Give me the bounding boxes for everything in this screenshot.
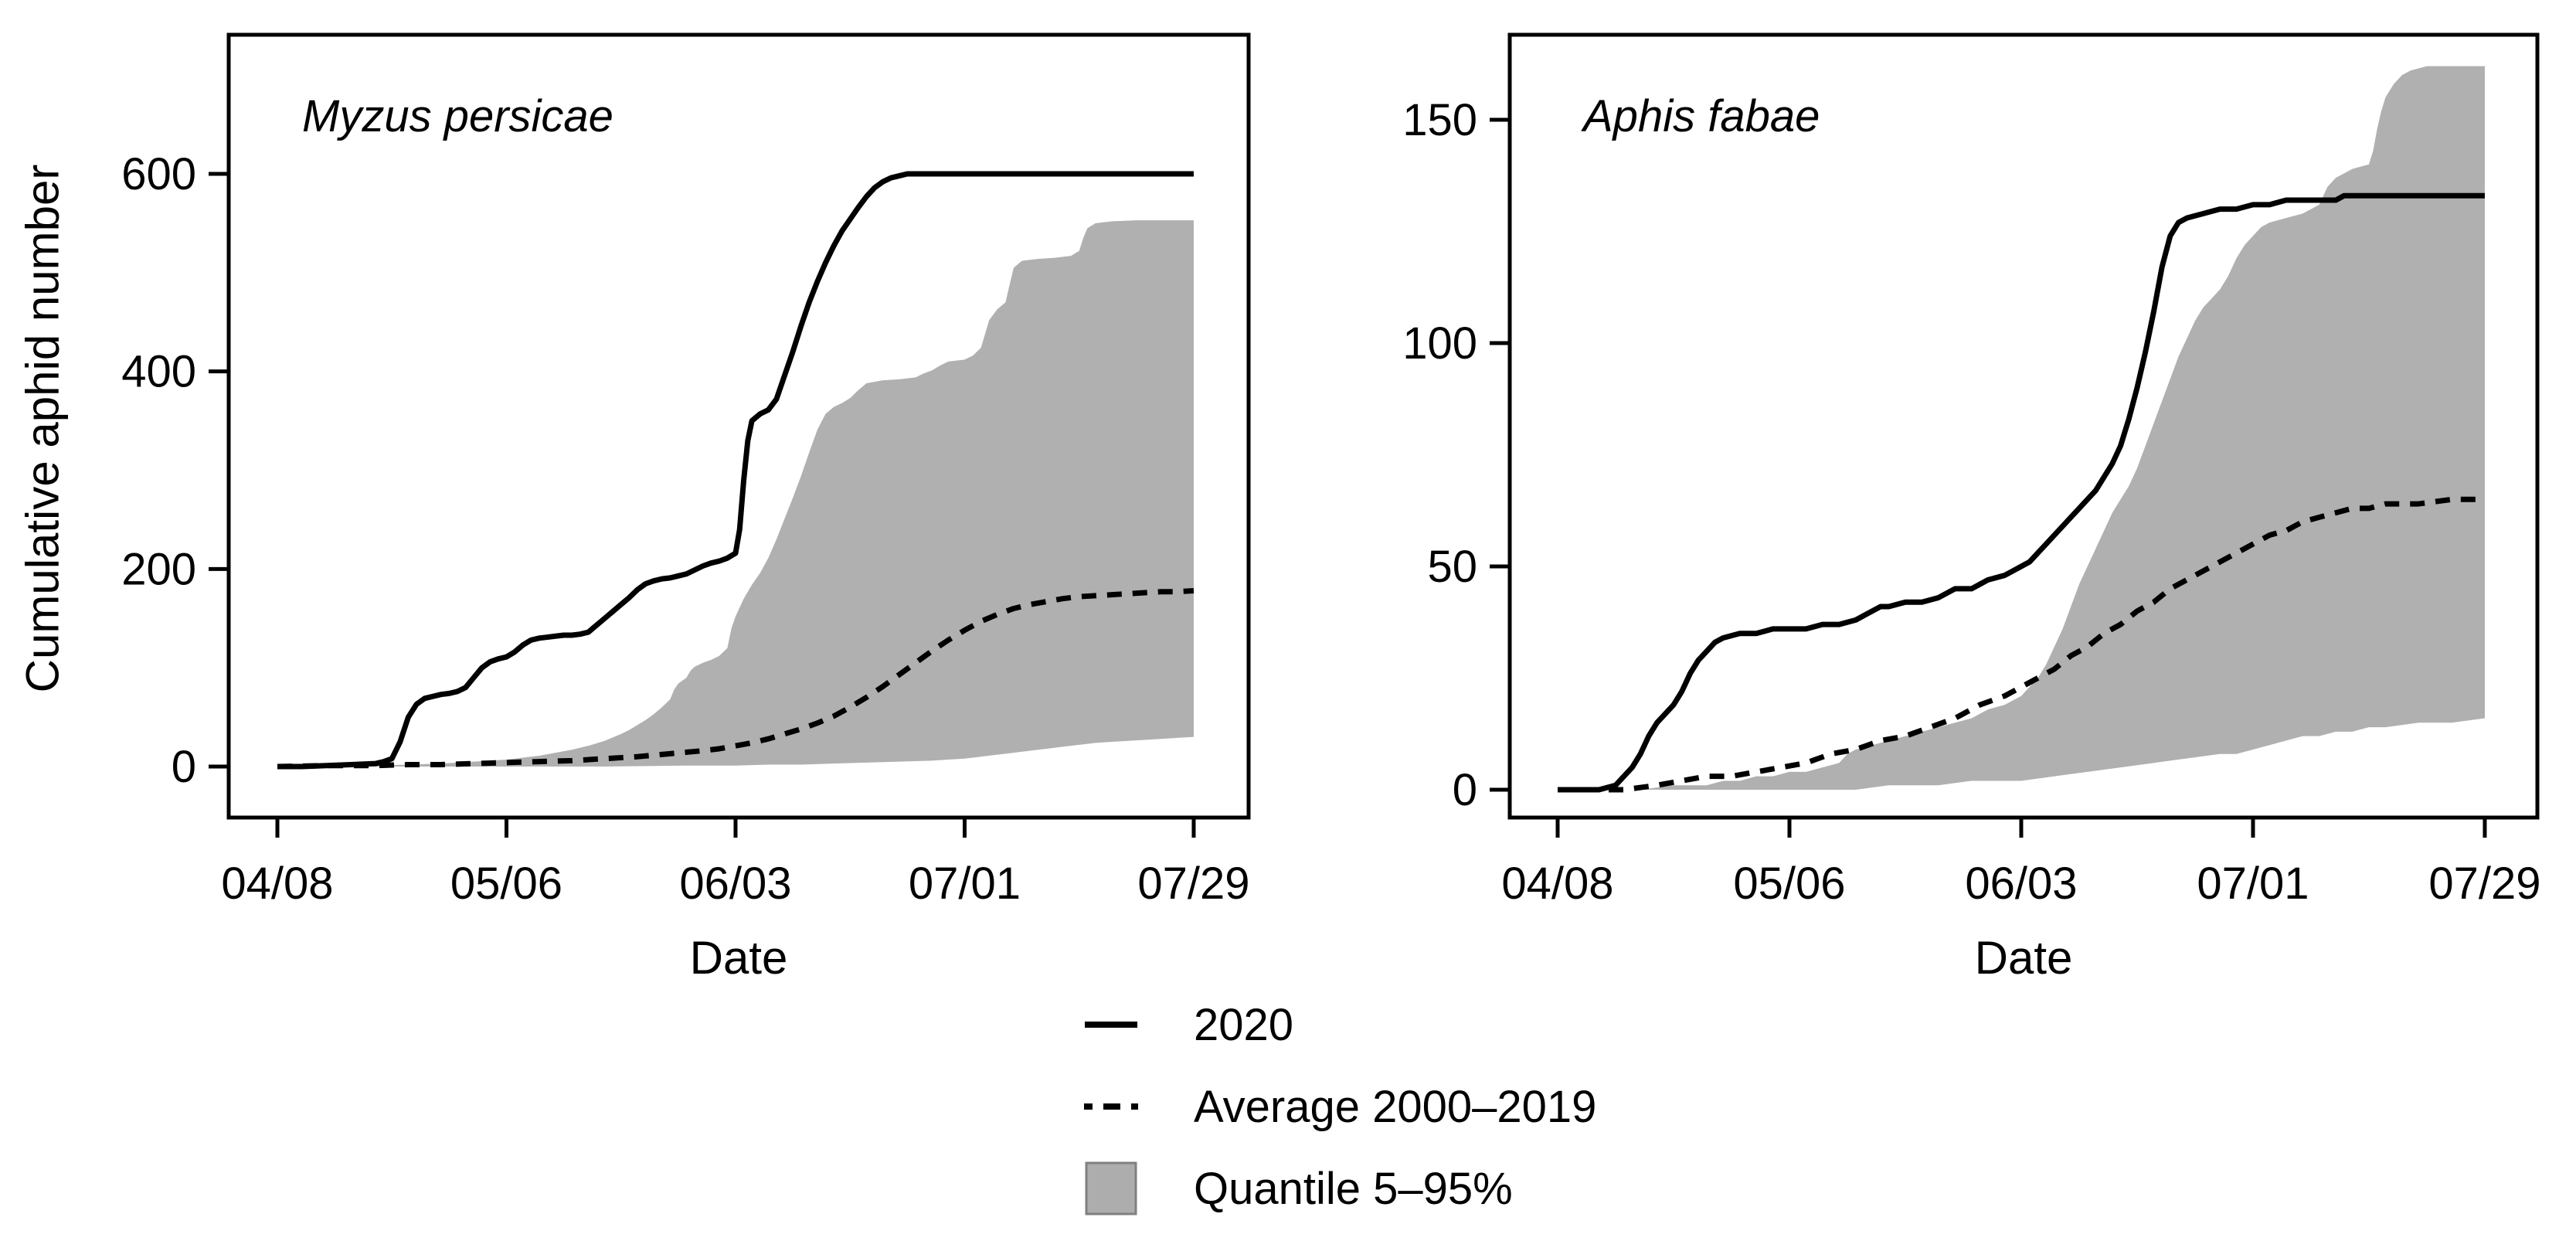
x-axis-label-left: Date [689, 932, 788, 984]
y-tick-label: 0 [172, 742, 196, 792]
legend-item-quantile: Quantile 5–95% [1084, 1161, 1596, 1216]
plot-border [1507, 32, 2540, 820]
line-2020 [1558, 192, 2485, 793]
x-tick-label: 07/29 [2428, 858, 2540, 909]
y-axis-label: Cumulative aphid number [16, 164, 69, 693]
solid-line-icon [1085, 1022, 1137, 1028]
x-tick-label: 05/06 [1733, 858, 1845, 909]
legend-label: Quantile 5–95% [1194, 1163, 1513, 1214]
y-tick-label: 150 [1402, 95, 1477, 145]
quantile-band [277, 220, 1194, 767]
panel-title: Myzus persicae [302, 91, 613, 141]
x-tick-label: 07/29 [1137, 858, 1249, 909]
y-tick-label: 400 [121, 347, 196, 397]
quantile-band [1558, 66, 2485, 790]
legend: 2020 Average 2000–2019 Quantile 5–95% [1084, 997, 1596, 1241]
panel-myzus-persicae: 04/08 05/06 06/03 07/01 07/29 0 200 400 600 Myzus… [121, 32, 1251, 909]
x-tick-label: 05/06 [450, 858, 562, 909]
legend-item-2020: 2020 [1084, 997, 1596, 1052]
legend-label: 2020 [1194, 999, 1294, 1050]
line-2020 [277, 171, 1194, 770]
plot-border [226, 32, 1251, 820]
y-tick-label: 0 [1453, 765, 1477, 815]
x-tick-label: 04/08 [221, 858, 333, 909]
dashed-line-icon [1084, 1103, 1138, 1110]
y-tick-label: 600 [121, 149, 196, 199]
panel-aphis-fabae: 04/08 05/06 06/03 07/01 07/29 0 50 100 150 Aphis … [1402, 32, 2541, 909]
x-axis-label-right: Date [1974, 932, 2073, 984]
average-2000-2019-line [1558, 496, 2485, 793]
gray-box-icon [1085, 1161, 1137, 1216]
x-tick-label: 04/08 [1501, 858, 1613, 909]
x-tick-label: 07/01 [909, 858, 1021, 909]
y-tick-label: 100 [1402, 318, 1477, 369]
legend-label: Average 2000–2019 [1194, 1081, 1597, 1132]
x-tick-label: 06/03 [1965, 858, 2077, 909]
legend-item-average: Average 2000–2019 [1084, 1079, 1596, 1134]
y-tick-label: 50 [1427, 542, 1477, 592]
x-tick-label: 07/01 [2197, 858, 2309, 909]
y-tick-label: 200 [121, 544, 196, 594]
panel-title: Aphis fabae [1581, 91, 1820, 141]
average-2000-2019-line [277, 587, 1195, 770]
x-tick-label: 06/03 [679, 858, 791, 909]
